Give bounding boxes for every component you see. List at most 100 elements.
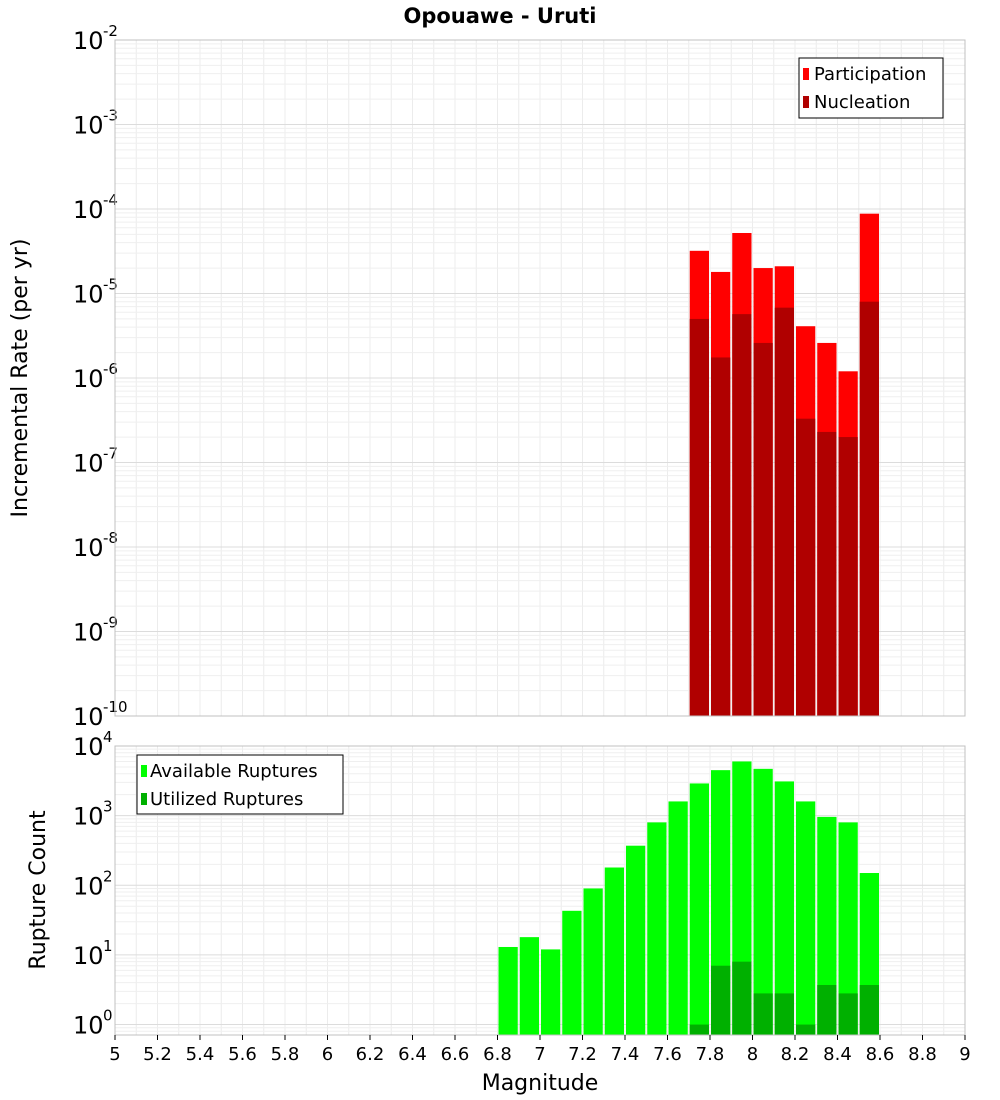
utilized-legend-label: Utilized Ruptures <box>150 789 303 810</box>
count-bar-available <box>668 801 688 1035</box>
count-bar-available <box>562 910 582 1035</box>
count-bar-utilized <box>689 1024 709 1035</box>
count-y-tick-base: 10 <box>73 872 104 900</box>
count-bar-available <box>498 946 518 1035</box>
x-tick-label: 6.4 <box>398 1044 427 1065</box>
count-bar-available <box>519 937 539 1035</box>
rate-bar-nucleation <box>774 307 794 716</box>
x-tick-label: 8.6 <box>866 1044 895 1065</box>
count-panel-y-axis-label: Rupture Count <box>26 810 51 970</box>
rate-bar-nucleation <box>817 431 837 716</box>
x-tick-label: 7 <box>534 1044 545 1065</box>
rate-panel-bars <box>689 213 879 716</box>
rate-legend-box <box>798 57 944 119</box>
x-tick-label: 8.4 <box>823 1044 852 1065</box>
rate-y-tick-base: 10 <box>73 450 104 478</box>
rate-y-tick-base: 10 <box>73 534 104 562</box>
count-bar-utilized <box>711 965 731 1035</box>
count-bar-available <box>626 845 646 1035</box>
count-bar-utilized <box>732 961 752 1035</box>
count-y-tick-base: 10 <box>73 1012 104 1040</box>
x-axis-label: Magnitude <box>482 1071 599 1096</box>
rate-y-tick-exponent: -7 <box>103 445 118 463</box>
rate-y-tick-base: 10 <box>73 196 104 224</box>
count-y-tick-exponent: 2 <box>103 867 113 885</box>
x-tick-label: 5.4 <box>186 1044 215 1065</box>
rate-y-tick-base: 10 <box>73 112 104 140</box>
nucleation-legend-swatch <box>803 96 809 108</box>
count-bar-utilized <box>774 993 794 1035</box>
nucleation-legend-label: Nucleation <box>814 92 910 113</box>
count-bar-available <box>541 949 561 1035</box>
rate-y-tick-base: 10 <box>73 27 104 55</box>
count-legend-box <box>136 754 344 815</box>
count-bar-utilized <box>796 1024 816 1035</box>
rate-y-tick-exponent: -5 <box>103 276 118 294</box>
rate-bar-nucleation <box>753 342 773 716</box>
x-tick-label: 8 <box>747 1044 758 1065</box>
rate-y-tick-base: 10 <box>73 365 104 393</box>
x-tick-label: 6.6 <box>441 1044 470 1065</box>
count-y-tick-exponent: 0 <box>103 1007 113 1025</box>
count-bar-available <box>689 783 709 1035</box>
x-tick-label: 8.8 <box>908 1044 937 1065</box>
x-axis-ticks: 5 5.2 5.4 5.6 5.8 6 6.2 6.4 6.6 6.8 7 7.2 7.4 7.6 7.8 8… <box>109 1035 971 1065</box>
x-tick-label: 5.6 <box>228 1044 257 1065</box>
count-bar-available <box>774 781 794 1035</box>
rate-bar-nucleation <box>838 437 858 716</box>
available-legend-swatch <box>141 765 147 777</box>
rate-y-tick-base: 10 <box>73 281 104 309</box>
count-bar-available <box>796 801 816 1035</box>
x-tick-label: 6.2 <box>356 1044 385 1065</box>
x-tick-label: 7.2 <box>568 1044 597 1065</box>
count-bar-available <box>647 822 667 1035</box>
rate-panel-frame <box>114 39 966 717</box>
rate-panel-grid <box>114 40 966 717</box>
participation-legend-swatch <box>803 68 809 80</box>
x-tick-label: 7.6 <box>653 1044 682 1065</box>
x-tick-label: 7.4 <box>611 1044 640 1065</box>
count-y-tick-base: 10 <box>73 942 104 970</box>
count-panel-legend: Available Ruptures Utilized Ruptures <box>136 754 344 815</box>
rate-y-tick-exponent: -2 <box>103 22 118 40</box>
rate-y-tick-base: 10 <box>73 619 104 647</box>
x-tick-label: 7.8 <box>696 1044 725 1065</box>
rate-y-tick-exponent: -4 <box>103 191 118 209</box>
rate-y-tick-base: 10 <box>73 703 104 731</box>
count-y-tick-base: 10 <box>73 803 104 831</box>
count-bar-available <box>583 888 603 1035</box>
count-panel-bars <box>498 761 879 1035</box>
rate-y-tick-exponent: -6 <box>103 360 118 378</box>
count-bar-utilized <box>859 984 879 1035</box>
count-y-tick-base: 10 <box>73 733 104 761</box>
x-tick-label: 5 <box>109 1044 120 1065</box>
rate-bar-nucleation <box>732 314 752 716</box>
rate-y-tick-exponent: -3 <box>103 107 118 125</box>
count-y-tick-exponent: 4 <box>103 728 113 746</box>
rate-bar-nucleation <box>711 357 731 716</box>
rate-panel-legend: Participation Nucleation <box>798 57 944 119</box>
available-legend-label: Available Ruptures <box>150 761 318 782</box>
participation-legend-label: Participation <box>814 64 926 85</box>
count-y-tick-exponent: 3 <box>103 798 113 816</box>
rate-y-tick-exponent: -9 <box>103 614 118 632</box>
rate-bar-nucleation <box>689 318 709 716</box>
count-y-tick-exponent: 1 <box>103 937 113 955</box>
x-tick-label: 6 <box>322 1044 333 1065</box>
x-tick-label: 6.8 <box>483 1044 512 1065</box>
count-bar-available <box>604 867 624 1035</box>
utilized-legend-swatch <box>141 793 147 805</box>
rate-bar-nucleation <box>796 418 816 716</box>
chart-title: Opouawe - Uruti <box>403 4 596 28</box>
count-bar-available <box>838 822 858 1035</box>
x-tick-label: 5.2 <box>143 1044 172 1065</box>
rate-y-tick-exponent: -8 <box>103 529 118 547</box>
count-bar-utilized <box>817 984 837 1035</box>
x-tick-label: 5.8 <box>271 1044 300 1065</box>
x-tick-label: 9 <box>959 1044 970 1065</box>
